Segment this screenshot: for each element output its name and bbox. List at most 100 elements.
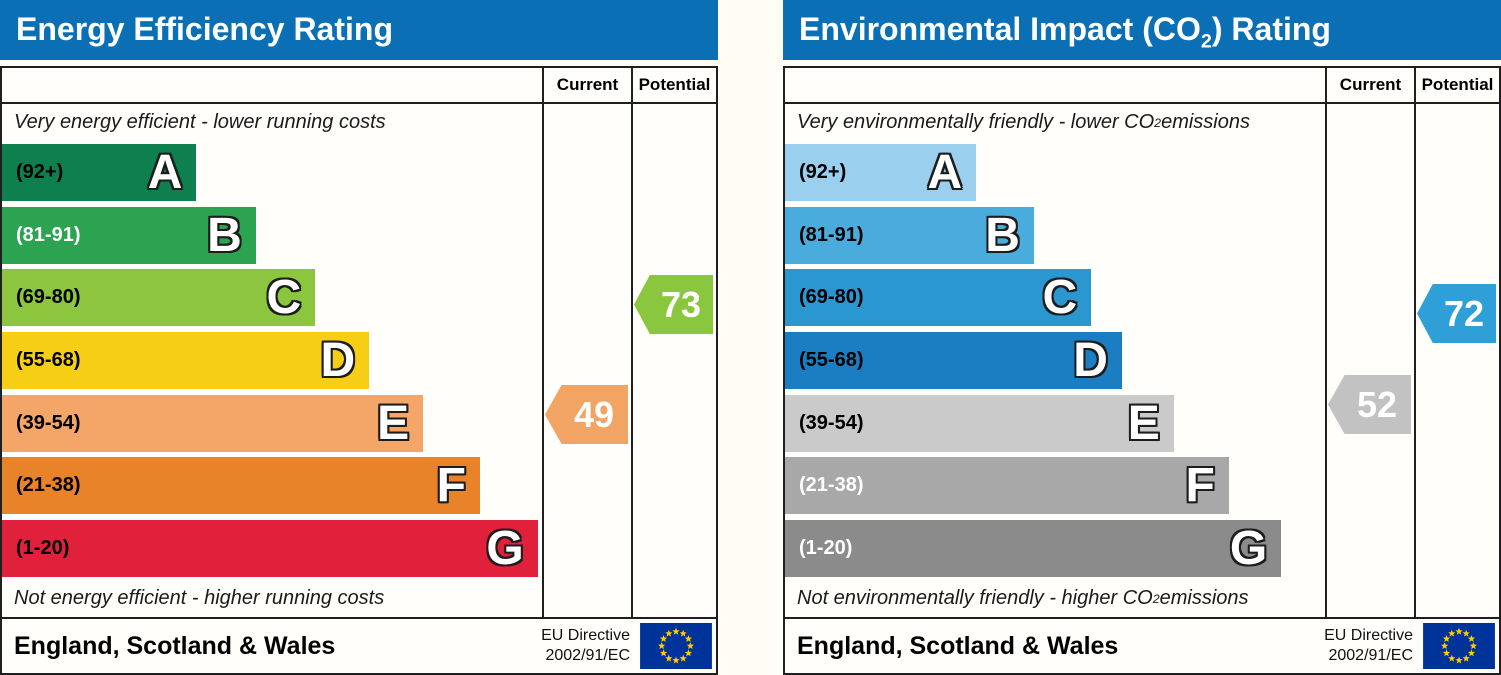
potential-rating-arrow: 72 [1417, 284, 1496, 343]
rating-bands: (92+) A (81-91) B (69-80) C [785, 141, 1325, 580]
band-range-label: (55-68) [799, 349, 864, 372]
band-range-label: (81-91) [799, 223, 864, 246]
current-rating-value: 49 [573, 393, 615, 435]
band-grade-letter: E [377, 396, 410, 450]
band-row-a: (92+) A [785, 141, 1325, 204]
band-grade-letter: G [486, 522, 524, 576]
table-footer: England, Scotland & Wales EU Directive 2… [785, 617, 1499, 673]
co2-chart-title: Environmental Impact (CO2) Rating [783, 0, 1501, 60]
band-row-e: (39-54) E [785, 392, 1325, 455]
band-row-f: (21-38) F [785, 455, 1325, 518]
band-row-c: (69-80) C [785, 266, 1325, 329]
band-grade-letter: F [1185, 459, 1215, 513]
top-caption: Very environmentally friendly - lower CO… [797, 111, 1250, 133]
table-body: Very energy efficient - lower running co… [2, 104, 716, 617]
band-grade-letter: G [1229, 522, 1268, 576]
band-grade-letter: E [1127, 396, 1160, 450]
band-range-label: (69-80) [16, 286, 81, 309]
band-range-label: (21-38) [16, 474, 81, 497]
band-grade-letter: C [266, 271, 302, 325]
band-range-label: (92+) [16, 160, 64, 183]
band-range-label: (69-80) [799, 286, 864, 309]
band-row-g: (1-20) G [2, 517, 542, 580]
bands-column: Very environmentally friendly - lower CO… [785, 104, 1325, 617]
energy-chart-title: Energy Efficiency Rating [0, 0, 718, 60]
potential-rating-value: 72 [1443, 292, 1485, 334]
rating-bands: (92+) A (81-91) B (69-80) C [2, 141, 542, 580]
header-spacer [785, 68, 1325, 102]
potential-column-header: Potential [631, 68, 716, 102]
band-row-d: (55-68) D [785, 329, 1325, 392]
potential-rating-arrow: 73 [634, 275, 713, 334]
bottom-caption: Not environmentally friendly - higher CO… [797, 587, 1249, 609]
title-text: Energy Efficiency Rating [16, 11, 393, 47]
title-text-post: ) Rating [1211, 11, 1331, 47]
band-range-label: (55-68) [16, 349, 81, 372]
band-grade-letter: B [985, 208, 1020, 262]
band-bar-a: (92+) A [2, 143, 197, 201]
current-column-header: Current [1325, 68, 1414, 102]
title-subscript: 2 [1200, 30, 1212, 53]
eu-flag-icon [1423, 623, 1495, 669]
band-range-label: (1-20) [799, 537, 853, 560]
band-row-d: (55-68) D [2, 329, 542, 392]
band-bar-a: (92+) A [785, 143, 977, 201]
potential-column-header: Potential [1414, 68, 1499, 102]
eu-directive-line2: 2002/91/EC [545, 647, 630, 664]
band-row-f: (21-38) F [2, 455, 542, 518]
potential-column: 72 [1414, 104, 1499, 617]
current-column-header: Current [542, 68, 631, 102]
band-bar-d: (55-68) D [2, 332, 370, 390]
band-range-label: (39-54) [16, 411, 81, 434]
band-grade-letter: F [436, 459, 466, 513]
potential-column: 73 [631, 104, 716, 617]
region-label: England, Scotland & Wales [14, 631, 336, 660]
caption-text: Very energy efficient - lower running co… [14, 111, 386, 133]
current-rating-arrow: 52 [1328, 375, 1411, 434]
current-rating-arrow: 49 [545, 385, 628, 444]
band-grade-letter: D [320, 334, 356, 388]
co2-rating-table: Current Potential Very environmentally f… [783, 66, 1501, 675]
bottom-caption: Not energy efficient - higher running co… [2, 580, 542, 617]
band-bar-c: (69-80) C [2, 269, 316, 327]
title-text: Environmental Impact (CO [799, 11, 1201, 47]
header-spacer [2, 68, 542, 102]
band-range-label: (21-38) [799, 474, 864, 497]
caption-text: Very environmentally friendly - lower CO [797, 111, 1155, 133]
band-bar-e: (39-54) E [2, 394, 424, 452]
region-label: England, Scotland & Wales [797, 631, 1119, 660]
band-grade-letter: A [147, 145, 183, 199]
band-bar-b: (81-91) B [2, 206, 256, 264]
caption-text: Not environmentally friendly - higher CO [797, 587, 1153, 609]
band-range-label: (92+) [799, 160, 847, 183]
band-row-e: (39-54) E [2, 392, 542, 455]
table-body: Very environmentally friendly - lower CO… [785, 104, 1499, 617]
environmental-impact-chart: Environmental Impact (CO2) Rating Curren… [783, 0, 1501, 675]
caption-text: Not energy efficient - higher running co… [14, 587, 385, 609]
caption-text-post: emissions [1161, 111, 1250, 133]
band-range-label: (39-54) [799, 411, 864, 434]
band-bar-f: (21-38) F [785, 457, 1229, 515]
band-bar-g: (1-20) G [785, 520, 1282, 578]
band-grade-letter: D [1073, 334, 1108, 388]
bands-column: Very energy efficient - lower running co… [2, 104, 542, 617]
current-rating-value: 52 [1356, 383, 1398, 425]
band-range-label: (81-91) [16, 223, 81, 246]
eu-directive-label: EU Directive 2002/91/EC [1324, 626, 1413, 666]
eu-flag-icon [640, 623, 712, 669]
eu-directive-line1: EU Directive [1324, 627, 1413, 644]
eu-directive-label: EU Directive 2002/91/EC [541, 626, 630, 666]
potential-rating-value: 73 [660, 283, 702, 325]
band-bar-e: (39-54) E [785, 394, 1174, 452]
band-grade-letter: C [1042, 271, 1078, 325]
table-footer: England, Scotland & Wales EU Directive 2… [2, 617, 716, 673]
table-header-row: Current Potential [785, 68, 1499, 104]
band-bar-c: (69-80) C [785, 269, 1092, 327]
band-grade-letter: B [207, 208, 242, 262]
table-header-row: Current Potential [2, 68, 716, 104]
current-column: 49 [542, 104, 631, 617]
band-bar-b: (81-91) B [785, 206, 1034, 264]
eu-directive-line2: 2002/91/EC [1328, 647, 1413, 664]
energy-efficiency-chart: Energy Efficiency Rating Current Potenti… [0, 0, 718, 675]
current-column: 52 [1325, 104, 1414, 617]
